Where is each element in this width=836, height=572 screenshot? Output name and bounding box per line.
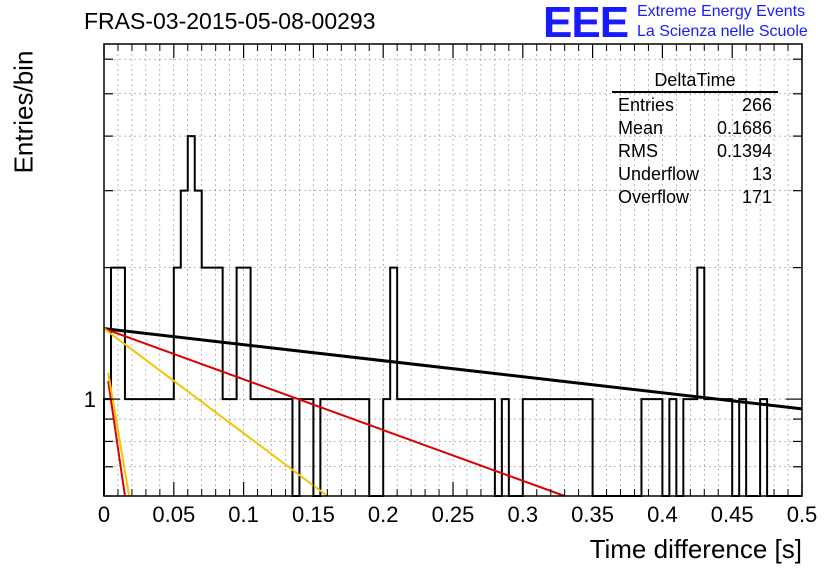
stats-title: DeltaTime bbox=[612, 70, 778, 93]
x-tick-label: 0.1 bbox=[228, 502, 259, 527]
stats-value: 13 bbox=[751, 164, 772, 184]
fit-line-red bbox=[107, 380, 126, 497]
stats-row-entries: Entries 266 bbox=[612, 94, 778, 117]
x-tick-label: 0.4 bbox=[647, 502, 678, 527]
fit-line-yellow bbox=[107, 372, 131, 497]
stats-label: Overflow bbox=[618, 187, 690, 207]
fit-line-black bbox=[103, 327, 803, 411]
stats-row-rms: RMS 0.1394 bbox=[612, 140, 778, 163]
x-tick-label: 0.15 bbox=[292, 502, 335, 527]
run-title: FRAS-03-2015-05-08-00293 bbox=[84, 8, 376, 34]
stats-label: Entries bbox=[618, 95, 675, 115]
y-axis-label: Entries/bin bbox=[8, 50, 39, 174]
y-tick-label: 1 bbox=[84, 387, 96, 412]
eee-logo-line-1: Extreme Energy Events bbox=[637, 3, 806, 20]
stats-row-overflow: Overflow 171 bbox=[612, 186, 778, 209]
eee-logo-line-2: La Scienza nelle Scuole bbox=[637, 23, 808, 40]
stats-value: 0.1686 bbox=[716, 118, 772, 138]
stats-value: 0.1394 bbox=[716, 141, 772, 161]
stats-box: DeltaTime Entries 266 Mean 0.1686 RMS 0.… bbox=[612, 70, 778, 209]
stats-row-underflow: Underflow 13 bbox=[612, 163, 778, 186]
histogram-bars bbox=[103, 135, 802, 497]
stats-label: Mean bbox=[618, 118, 664, 138]
stats-label: Underflow bbox=[618, 164, 700, 184]
x-tick-label: 0.2 bbox=[368, 502, 399, 527]
x-axis-label: Time difference [s] bbox=[589, 534, 802, 564]
fit-line-yellow bbox=[103, 327, 328, 497]
stats-value: 266 bbox=[741, 95, 772, 115]
x-tick-label: 0.25 bbox=[432, 502, 475, 527]
x-tick-label: 0 bbox=[98, 502, 110, 527]
eee-logo: EEE bbox=[543, 0, 629, 47]
x-tick-label: 0.3 bbox=[508, 502, 539, 527]
x-tick-label: 0.05 bbox=[152, 502, 195, 527]
stats-row-mean: Mean 0.1686 bbox=[612, 117, 778, 140]
fit-line-red bbox=[103, 327, 566, 497]
x-tick-label: 0.45 bbox=[711, 502, 754, 527]
x-tick-label: 0.35 bbox=[571, 502, 614, 527]
x-tick-label: 0.5 bbox=[787, 502, 818, 527]
stats-value: 171 bbox=[741, 187, 772, 207]
stats-label: RMS bbox=[618, 141, 658, 161]
